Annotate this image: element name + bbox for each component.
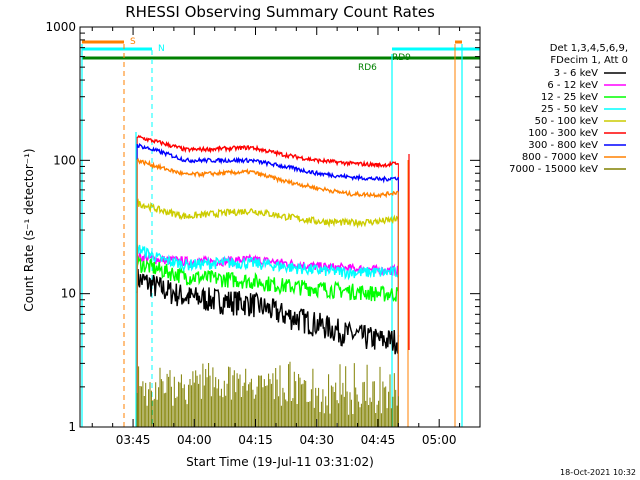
series-line [136,157,399,199]
legend-label: 25 - 50 keV [541,104,598,115]
series-2 [136,255,399,427]
y-tick-label: 1000 [45,20,76,34]
legend-label: 6 - 12 keV [547,80,598,91]
legend-label: 12 - 25 keV [541,92,598,103]
chart-title: RHESSI Observing Summary Count Rates [125,3,435,21]
series-line [136,244,400,281]
legend-label: 50 - 100 keV [535,116,599,127]
x-axis-label: Start Time (19-Jul-11 03:31:02) [186,455,374,469]
legend-label: 300 - 800 keV [528,140,598,151]
y-axis-label: Count Rate (s⁻¹ detector⁻¹) [22,148,36,311]
flag-label: RD6 [358,63,377,73]
x-tick-label: 04:00 [177,433,212,447]
legend-label: 7000 - 15000 keV [509,164,598,175]
legend-label: 100 - 300 keV [528,128,598,139]
interval-markers [81,44,463,427]
series-lines [136,134,400,427]
plot-frame [79,26,481,428]
legend: Det 1,3,4,5,6,9,FDecim 1, Att 0 3 - 6 keV… [509,43,628,175]
series-line [136,198,400,229]
x-tick-label: 05:00 [422,433,457,447]
olive-bars [136,361,398,427]
flag-annotations: S N RD6 RD9 [82,37,480,73]
series-3 [136,244,400,427]
flag-label: S [130,37,136,47]
series-line [136,268,400,355]
x-tick-label: 04:15 [238,433,273,447]
axis-ticks: 03:45 04:00 04:15 04:30 04:45 05:00 1 10 100 1000 [45,20,481,447]
series-line [136,143,400,184]
flag-label: N [158,44,165,54]
series-4 [136,198,400,427]
y-tick-label: 10 [61,287,76,301]
legend-label: 800 - 7000 keV [522,152,598,163]
y-tick-label: 100 [53,153,76,167]
y-tick-label: 1 [68,420,76,434]
legend-header: FDecim 1, Att 0 [550,55,628,66]
x-tick-label: 04:45 [361,433,396,447]
series-7 [136,157,399,427]
series-line [136,134,399,169]
legend-header: Det 1,3,4,5,6,9, [550,43,628,54]
legend-label: 3 - 6 keV [554,68,598,79]
series-line [136,255,399,302]
series-8 [136,361,399,427]
timestamp: 18-Oct-2021 10:32 [560,468,636,477]
x-tick-label: 03:45 [116,433,151,447]
flag-label: RD9 [392,53,411,63]
x-tick-label: 04:30 [299,433,334,447]
